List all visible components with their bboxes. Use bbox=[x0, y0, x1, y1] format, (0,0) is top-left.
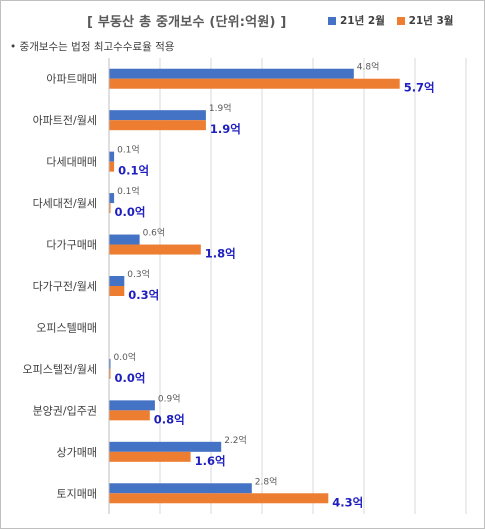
data-label-series1: 0.1억 bbox=[117, 144, 140, 156]
data-label-series1: 2.2억 bbox=[224, 434, 247, 446]
bar-series1 bbox=[109, 151, 115, 162]
bar-series1 bbox=[109, 400, 155, 411]
data-label-series1: 0.0억 bbox=[114, 351, 137, 363]
category-label: 오피스텔전/월세 bbox=[22, 363, 97, 376]
bar-series1 bbox=[109, 68, 354, 79]
data-label-series1: 0.6억 bbox=[143, 227, 166, 239]
bar-series2 bbox=[109, 120, 206, 131]
category-label: 다가구전/월세 bbox=[33, 280, 97, 293]
data-label-series2: 1.9억 bbox=[210, 122, 241, 136]
data-label-series2: 1.6억 bbox=[195, 454, 226, 468]
chart-note: • 중개보수는 법정 최고수수료율 적용 bbox=[10, 41, 175, 53]
data-label-series2: 4.3억 bbox=[332, 495, 363, 509]
data-label-series2: 0.8억 bbox=[154, 412, 185, 426]
legend-label-series2: 21년 3월 bbox=[408, 15, 454, 27]
data-label-series1: 2.8억 bbox=[255, 475, 278, 487]
data-label-series2: 0.0억 bbox=[115, 205, 146, 219]
legend-swatch-series2 bbox=[396, 16, 405, 25]
bar-series2 bbox=[109, 161, 115, 172]
category-label: 오피스텔매매 bbox=[36, 321, 97, 334]
category-label: 다세대전/월세 bbox=[33, 197, 97, 210]
legend: 21년 2월 21년 3월 bbox=[328, 13, 461, 28]
bar-series2 bbox=[109, 203, 111, 214]
bar-series1 bbox=[109, 441, 222, 452]
bar-series2 bbox=[109, 451, 191, 462]
category-label: 토지매매 bbox=[57, 487, 97, 500]
data-label-series1: 0.9억 bbox=[158, 392, 181, 404]
bar-series1 bbox=[109, 193, 115, 204]
chart-title: [ 부동산 총 중개보수 (단위:억원) ] bbox=[87, 15, 287, 30]
legend-item-series2: 21년 3월 bbox=[396, 13, 454, 28]
legend-label-series1: 21년 2월 bbox=[340, 15, 385, 27]
bar-series2 bbox=[109, 286, 125, 296]
bar-series2 bbox=[109, 244, 201, 255]
bar-series2 bbox=[109, 78, 400, 89]
bar-series1 bbox=[109, 483, 252, 494]
bar-series2 bbox=[109, 493, 329, 504]
category-label: 분양권/입주권 bbox=[33, 404, 97, 417]
bar-series2 bbox=[109, 368, 111, 379]
data-label-series1: 0.3억 bbox=[127, 268, 150, 280]
data-label-series1: 1.9억 bbox=[209, 102, 232, 114]
data-label-series1: 0.1억 bbox=[117, 185, 140, 197]
category-label: 다가구매매 bbox=[46, 239, 97, 252]
category-label: 아파트전/월세 bbox=[33, 114, 97, 127]
bar-series1 bbox=[109, 358, 111, 369]
data-label-series2: 0.1억 bbox=[118, 164, 149, 178]
data-label-series2: 0.0억 bbox=[115, 371, 146, 385]
category-label: 아파트매매 bbox=[46, 73, 97, 86]
legend-item-series1: 21년 2월 bbox=[328, 13, 385, 28]
category-label: 상가매매 bbox=[57, 446, 97, 459]
data-label-series2: 5.7억 bbox=[404, 81, 435, 95]
bar-series1 bbox=[109, 276, 125, 286]
category-label: 다세대매매 bbox=[46, 156, 97, 169]
data-label-series1: 4.8억 bbox=[357, 61, 380, 73]
data-label-series2: 1.8억 bbox=[205, 247, 236, 261]
legend-swatch-series1 bbox=[328, 16, 336, 25]
bar-series2 bbox=[109, 410, 150, 421]
data-label-series2: 0.3억 bbox=[128, 288, 159, 302]
bar-series1 bbox=[109, 110, 206, 121]
bar-series1 bbox=[109, 234, 140, 245]
